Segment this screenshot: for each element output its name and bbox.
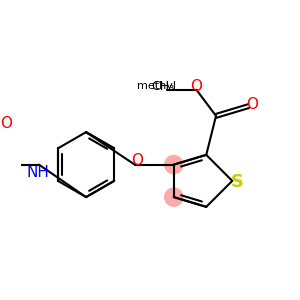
Text: NH: NH: [27, 165, 50, 180]
Text: O: O: [190, 79, 202, 94]
Circle shape: [165, 155, 183, 174]
Circle shape: [165, 188, 183, 206]
Text: S: S: [231, 173, 244, 191]
Text: CH₃: CH₃: [151, 80, 174, 93]
Text: O: O: [131, 153, 143, 168]
Text: O: O: [1, 116, 13, 130]
Text: O: O: [246, 97, 258, 112]
Text: methyl: methyl: [137, 81, 176, 91]
